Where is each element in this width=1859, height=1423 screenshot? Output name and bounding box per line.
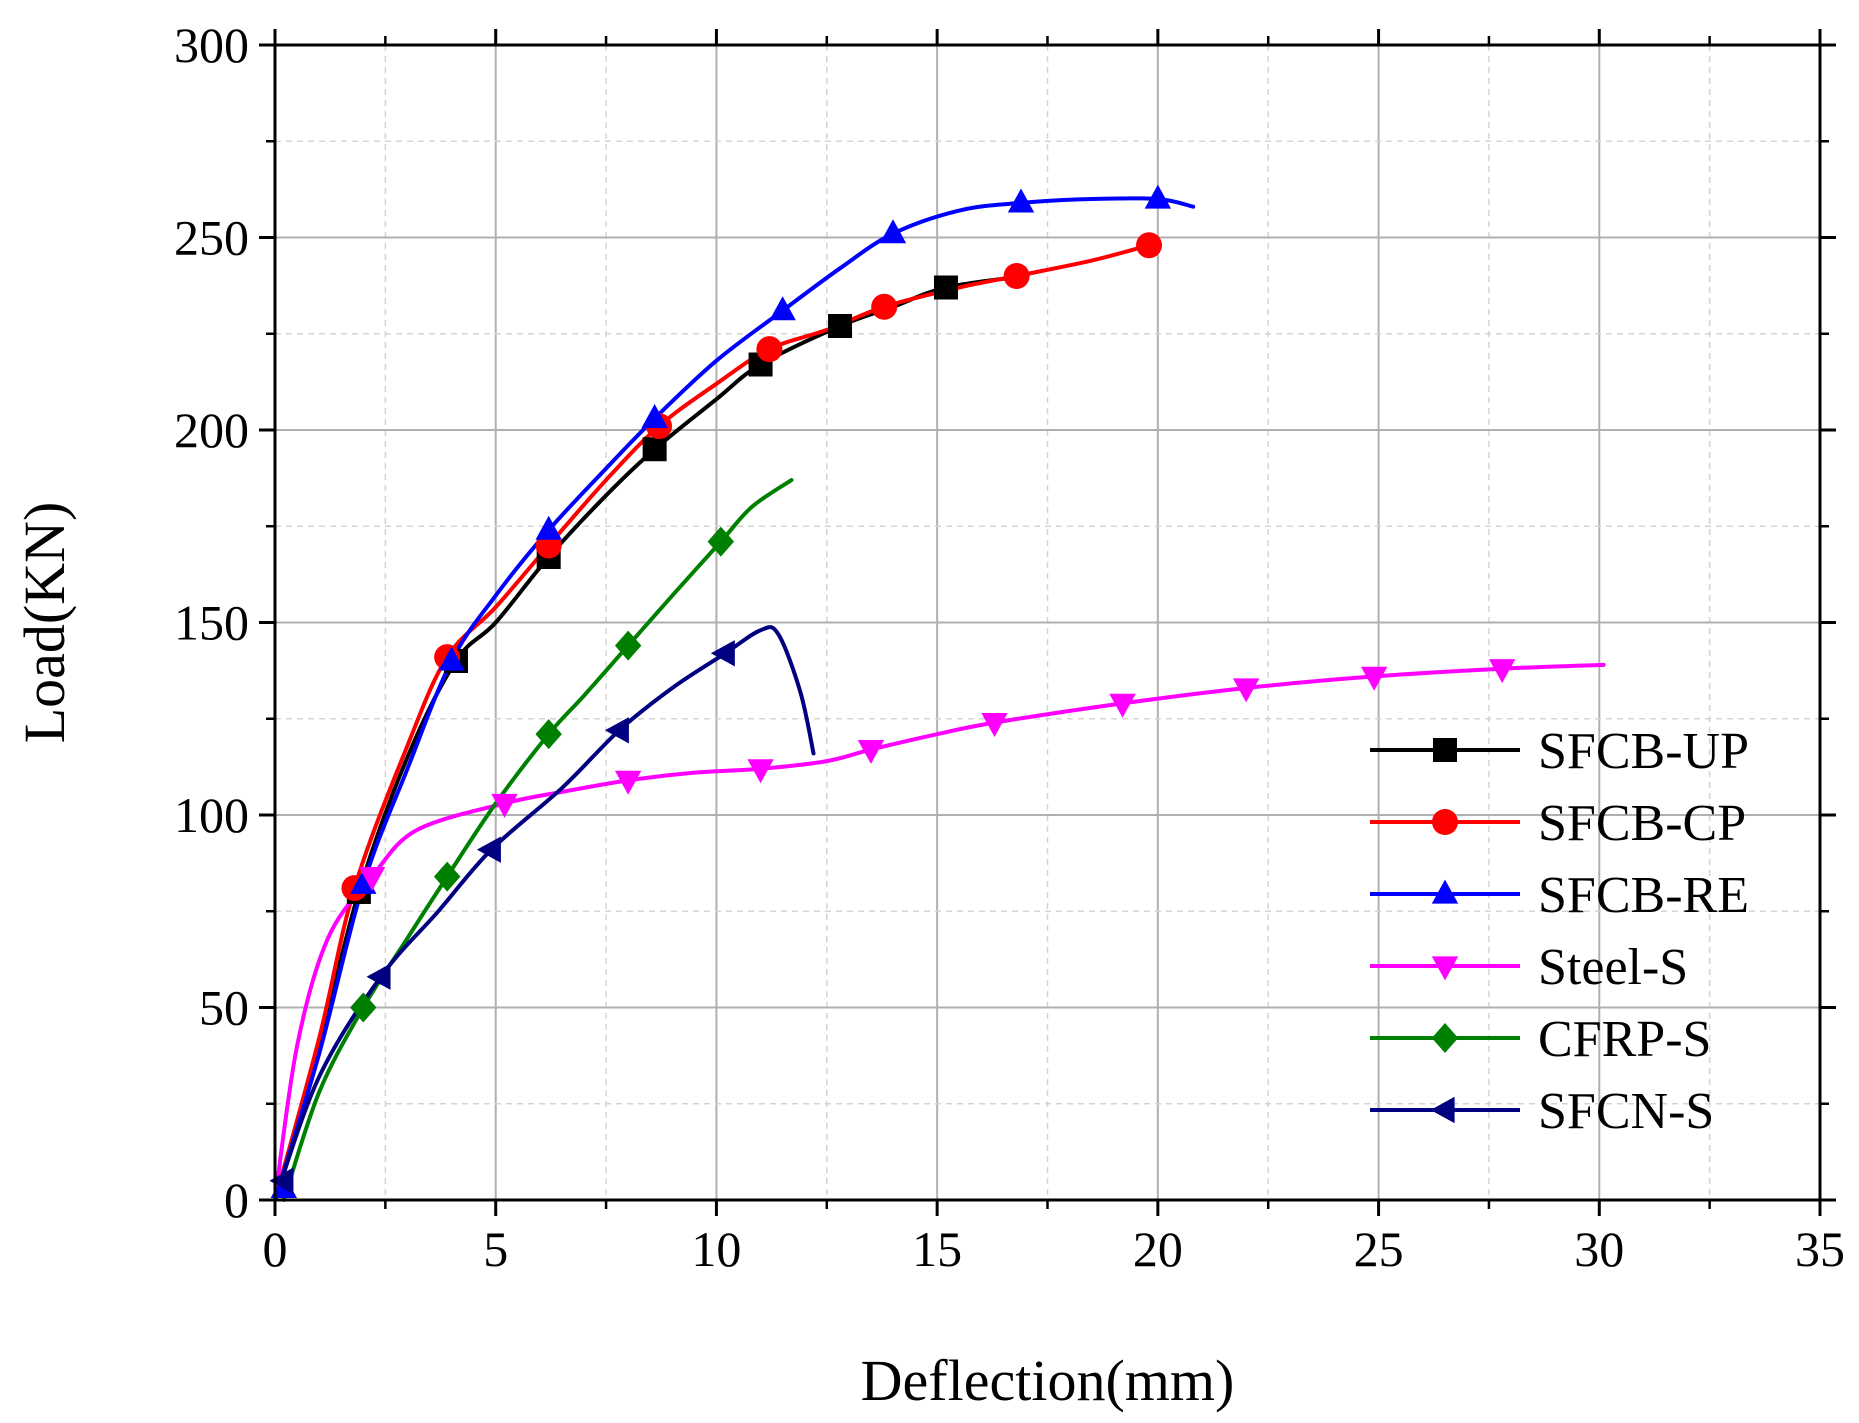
y-tick-label: 0 <box>224 1172 249 1228</box>
y-axis-title: Load(KN) <box>12 502 77 744</box>
y-tick-label: 100 <box>174 787 249 843</box>
data-point-steel-s <box>358 867 386 891</box>
data-point-sfcn-s <box>476 836 501 863</box>
data-point-sfcb-up <box>933 275 958 300</box>
data-point-steel-s <box>1488 659 1516 684</box>
legend: SFCB-UP SFCB-CP SFCB-RE Steel-S CFRP-S SFCN-S <box>1370 723 1749 1140</box>
y-tick-label: 200 <box>174 402 249 458</box>
legend-label-sfcn-s: SFCN-S <box>1538 1083 1714 1140</box>
data-point-cfrp-s <box>535 719 562 750</box>
grid <box>275 45 1820 1200</box>
data-point-sfcb-cp <box>756 336 783 363</box>
x-tick-label: 35 <box>1795 1221 1845 1277</box>
data-point-sfcb-re <box>438 646 465 671</box>
data-point-sfcb-re <box>535 515 562 540</box>
data-point-sfcn-s <box>366 963 391 990</box>
y-tick-label: 250 <box>174 210 249 266</box>
data-point-steel-s <box>1360 666 1388 691</box>
x-tick-label: 10 <box>691 1221 741 1277</box>
data-point-steel-s <box>491 793 518 818</box>
data-point-cfrp-s <box>433 861 461 892</box>
data-point-steel-s <box>1232 678 1260 703</box>
x-tick-label: 0 <box>263 1221 288 1277</box>
legend-label-sfcb-up: SFCB-UP <box>1538 723 1749 780</box>
legend-marker-sfcb-re <box>1431 879 1459 904</box>
data-point-steel-s <box>857 739 885 764</box>
data-point-cfrp-s <box>614 630 642 661</box>
legend-marker-sfcb-cp <box>1432 809 1458 835</box>
y-tick-label: 50 <box>199 980 249 1036</box>
x-tick-label: 25 <box>1354 1221 1404 1277</box>
legend-label-sfcb-cp: SFCB-CP <box>1538 795 1746 852</box>
legend-label-cfrp-s: CFRP-S <box>1538 1011 1711 1068</box>
x-tick-label: 15 <box>912 1221 962 1277</box>
data-point-sfcb-up <box>642 437 667 462</box>
y-tick-label: 150 <box>174 595 249 651</box>
axis-ticks: 0 5 10 15 20 25 30 35 0 50 100 150 200 250 300 <box>174 17 1845 1277</box>
x-tick-label: 5 <box>483 1221 508 1277</box>
data-point-sfcn-s <box>269 1167 294 1194</box>
data-point-steel-s <box>1109 693 1136 718</box>
data-point-cfrp-s <box>707 526 735 557</box>
legend-marker-sfcn-s <box>1430 1096 1455 1124</box>
data-point-steel-s <box>614 770 642 795</box>
data-point-sfcb-re <box>879 219 907 244</box>
data-point-sfcb-cp <box>871 293 898 320</box>
legend-label-sfcb-re: SFCB-RE <box>1538 867 1749 924</box>
data-point-sfcb-re <box>769 296 796 321</box>
data-point-steel-s <box>981 713 1008 737</box>
data-point-sfcb-cp <box>1003 263 1030 289</box>
x-tick-label: 30 <box>1574 1221 1624 1277</box>
legend-label-steel-s: Steel-S <box>1538 939 1688 996</box>
legend-marker-steel-s <box>1431 956 1459 981</box>
data-point-steel-s <box>747 759 774 784</box>
data-point-sfcb-re <box>350 869 377 894</box>
data-point-sfcb-re <box>1007 188 1035 213</box>
series-markers <box>269 184 1516 1199</box>
data-point-cfrp-s <box>350 992 377 1023</box>
data-point-sfcn-s <box>604 717 629 744</box>
series-line-cfrp-s <box>281 478 794 1202</box>
x-tick-label: 20 <box>1133 1221 1183 1277</box>
legend-marker-cfrp-s <box>1431 1023 1459 1053</box>
data-point-sfcn-s <box>710 640 735 667</box>
legend-marker-sfcb-up <box>1433 738 1457 762</box>
data-point-sfcb-cp <box>1136 232 1163 259</box>
data-point-sfcb-re <box>641 404 668 429</box>
data-point-sfcb-up <box>828 314 853 339</box>
y-tick-label: 300 <box>174 17 249 73</box>
data-point-sfcb-re <box>1144 184 1172 209</box>
x-axis-title: Deflection(mm) <box>861 1348 1235 1413</box>
